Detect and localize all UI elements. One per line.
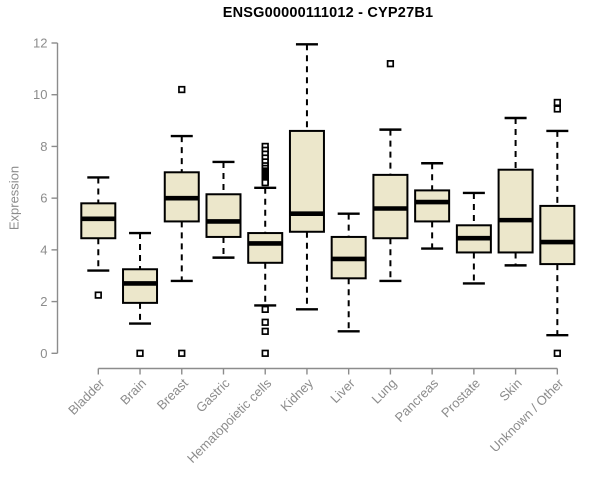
outlier-marker (178, 85, 186, 94)
outlier-marker (261, 327, 269, 335)
chart-title: ENSG00000111012 - CYP27B1 (222, 5, 434, 21)
box-group-pancreas (414, 162, 451, 250)
iqr-box (414, 189, 451, 223)
outlier-marker (136, 349, 144, 357)
category-label-breast: Breast (154, 375, 191, 412)
category-label-prostate: Prostate (438, 376, 483, 421)
y-tick-label: 10 (33, 87, 47, 102)
category-label-brain: Brain (117, 376, 149, 408)
iqr-box (122, 268, 159, 304)
category-label-unknown-other: Unknown / Other (487, 375, 567, 455)
y-tick-label: 8 (40, 139, 47, 154)
outlier-marker (553, 98, 561, 107)
box-group-liver (330, 212, 367, 333)
category-label-gastric: Gastric (193, 375, 233, 415)
y-tick-label: 6 (40, 191, 47, 206)
outlier-marker (386, 60, 395, 68)
y-tick-label: 0 (40, 346, 47, 361)
outlier-marker (261, 318, 269, 326)
box-group-bladder (80, 176, 117, 299)
box-group-brain (122, 231, 159, 357)
category-label-skin: Skin (496, 376, 524, 404)
box-group-prostate (455, 191, 492, 285)
box-group-hematopoietic-cells (247, 142, 284, 357)
category-label-bladder: Bladder (65, 375, 108, 418)
box-group-skin (497, 116, 534, 267)
outlier-marker (261, 305, 269, 313)
box-group-gastric (205, 160, 242, 259)
iqr-box (247, 232, 284, 264)
outlier-marker (261, 349, 269, 357)
box-group-unknown-other (539, 98, 576, 357)
outlier-marker (553, 349, 561, 357)
outlier-marker (178, 349, 186, 357)
outlier-marker (94, 291, 102, 299)
category-label-liver: Liver (327, 375, 358, 406)
category-label-pancreas: Pancreas (392, 375, 442, 425)
y-tick-label: 4 (40, 242, 47, 257)
iqr-box (205, 193, 242, 238)
category-label-kidney: Kidney (277, 375, 316, 414)
iqr-box (497, 168, 534, 254)
iqr-box (288, 129, 325, 233)
outlier-marker (261, 178, 269, 187)
outlier-marker (553, 105, 561, 113)
box-group-lung (372, 60, 409, 283)
box-group-breast (163, 85, 200, 357)
y-tick-label: 2 (40, 294, 47, 309)
category-label-lung: Lung (368, 376, 399, 407)
y-tick-label: 12 (33, 36, 47, 51)
iqr-box (539, 204, 576, 266)
box-group-kidney (288, 43, 325, 311)
